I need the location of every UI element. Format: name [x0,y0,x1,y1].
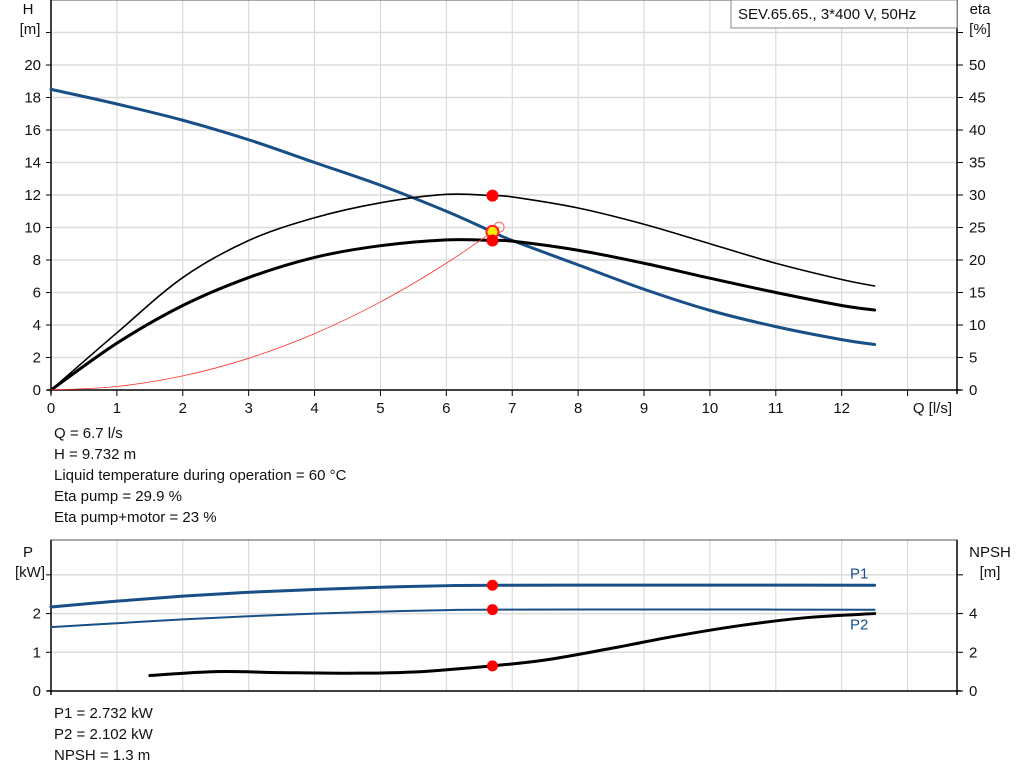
info-p1: P1 = 2.732 kW [54,705,153,722]
info-eta-pump: Eta pump = 29.9 % [54,488,182,505]
y-tick-label-left: 0 [33,683,41,700]
x-tick-label: 5 [376,400,384,417]
x-tick-label: 7 [508,400,516,417]
info-eta-total: Eta pump+motor = 23 % [54,509,217,526]
y-tick-label-right: 20 [969,252,986,269]
series-h [49,87,877,346]
y-tick-label-left: 1 [33,644,41,661]
x-tick-label: 6 [442,400,450,417]
title-box [730,0,958,29]
x-tick-label: 11 [768,400,784,417]
y-tick-label-right: 30 [969,187,986,204]
y-tick-label-left: 2 [33,606,41,623]
info-h: H = 9.732 m [54,446,137,463]
y-tick-label-right: 0 [969,382,977,399]
y-tick-label-right: 35 [969,155,986,172]
operating-point-marker [486,234,499,247]
power-point-info: P1 = 2.732 kW P2 = 2.102 kW NPSH = 1.3 m [54,703,153,766]
y-axis-label-left: P [23,544,33,561]
x-tick-label: 3 [245,400,253,417]
y-tick-label-right: 0 [969,683,977,700]
y-tick-label-left: 10 [24,220,41,237]
x-tick-label: 10 [702,400,719,417]
y-tick-label-left: 8 [33,252,41,269]
y-tick-label-left: 2 [33,350,41,367]
x-tick-label: 2 [179,400,187,417]
x-tick-label: 0 [47,400,55,417]
x-tick-label: 4 [310,400,318,417]
info-npsh: NPSH = 1.3 m [54,747,151,764]
y-tick-label-left: 20 [24,57,41,74]
y-tick-label-left: 0 [33,382,41,399]
y-tick-label-right: 5 [969,350,977,367]
x-axis-label: Q [l/s] [913,400,952,417]
x-tick-label: 9 [640,400,648,417]
operating-point-marker [486,660,498,672]
y-axis-label-right: eta [970,1,992,18]
series-npsh [148,612,877,678]
x-tick-label: 1 [113,400,121,417]
info-p2: P2 = 2.102 kW [54,726,153,743]
y-tick-label-right: 45 [969,90,986,107]
series-p2 [50,608,876,629]
y-tick-label-right: 40 [969,122,986,139]
info-q: Q = 6.7 l/s [54,425,123,442]
y-tick-label-left: 16 [24,122,41,139]
series-p1 [49,583,877,609]
info-temp: Liquid temperature during operation = 60… [54,467,347,484]
series-eta-pump-motor [49,238,877,392]
y-axis-label-left: H [23,1,34,18]
y-tick-label-left: 18 [24,90,41,107]
series-label-p1: P1 [850,565,868,582]
series-system-curve [50,226,500,391]
y-axis-label-right-unit: [m] [980,564,1001,581]
y-tick-label-right: 10 [969,317,986,334]
x-tick-label: 8 [574,400,582,417]
series-label-p2: P2 [850,617,868,634]
y-tick-label-left: 6 [33,285,41,302]
operating-point-marker [486,604,498,616]
y-axis-label-left-unit: [m] [20,21,41,38]
y-axis-label-left-unit: [kW] [15,564,45,581]
chart-title: SEV.65.65., 3*400 V, 50Hz [738,6,916,23]
y-tick-label-left: 14 [24,155,41,172]
y-tick-label-right: 25 [969,220,986,237]
y-tick-label-left: 12 [24,187,41,204]
y-tick-label-right: 2 [969,644,977,661]
operating-point-marker [486,189,499,202]
y-axis-label-right: NPSH [969,544,1011,561]
y-tick-label-right: 4 [969,606,977,623]
x-tick-label: 12 [833,400,850,417]
operating-point-marker [486,579,498,591]
y-tick-label-left: 4 [33,317,41,334]
duty-point-info: Q = 6.7 l/s H = 9.732 m Liquid temperatu… [54,423,346,528]
y-axis-label-right-unit: [%] [969,21,991,38]
y-tick-label-right: 15 [969,285,986,302]
y-tick-label-right: 50 [969,57,986,74]
